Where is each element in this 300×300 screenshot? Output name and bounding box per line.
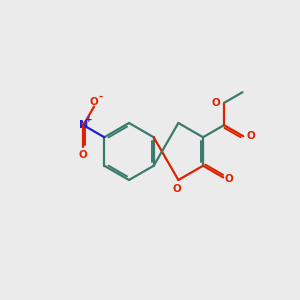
- Text: O: O: [90, 97, 98, 106]
- Text: O: O: [172, 184, 181, 194]
- Text: O: O: [225, 174, 233, 184]
- Text: +: +: [85, 115, 93, 124]
- Text: O: O: [247, 131, 256, 141]
- Text: N: N: [79, 120, 88, 130]
- Text: O: O: [212, 98, 220, 108]
- Text: -: -: [98, 92, 103, 102]
- Text: O: O: [79, 150, 88, 160]
